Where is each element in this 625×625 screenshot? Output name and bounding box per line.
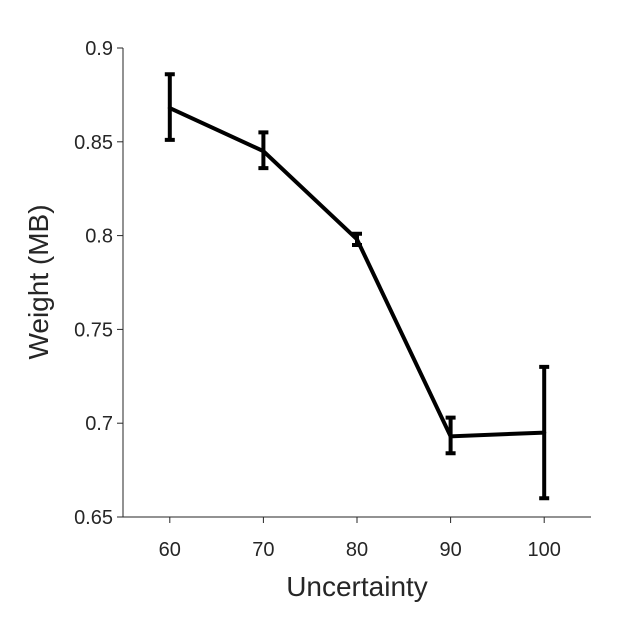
series-group	[164, 72, 550, 501]
y-axis-title: Weight (MB)	[23, 204, 54, 359]
data-point	[542, 430, 547, 435]
data-point	[261, 149, 266, 154]
data-point	[355, 237, 359, 242]
series-line	[168, 106, 545, 439]
x-tick-label: 70	[252, 539, 274, 561]
data-point	[167, 106, 172, 111]
x-tick-label: 90	[439, 539, 461, 561]
x-tick-label: 100	[528, 539, 561, 561]
y-tick-label: 0.75	[74, 319, 113, 341]
data-point	[448, 434, 453, 439]
y-tick-label: 0.7	[85, 413, 113, 435]
tick-labels: 0.65 0.7 0.75 0.8 0.85 0.9 60 70 80 90 100	[74, 38, 561, 561]
y-tick-label: 0.8	[85, 226, 113, 248]
y-tick-label: 0.65	[74, 507, 113, 529]
x-tick-label: 60	[159, 539, 181, 561]
x-tick-label: 80	[346, 539, 368, 561]
y-tick-label: 0.9	[85, 38, 113, 60]
x-axis-title: Uncertainty	[286, 571, 428, 602]
tick-marks	[117, 47, 545, 523]
y-tick-label: 0.85	[74, 132, 113, 154]
series-0	[164, 72, 550, 501]
